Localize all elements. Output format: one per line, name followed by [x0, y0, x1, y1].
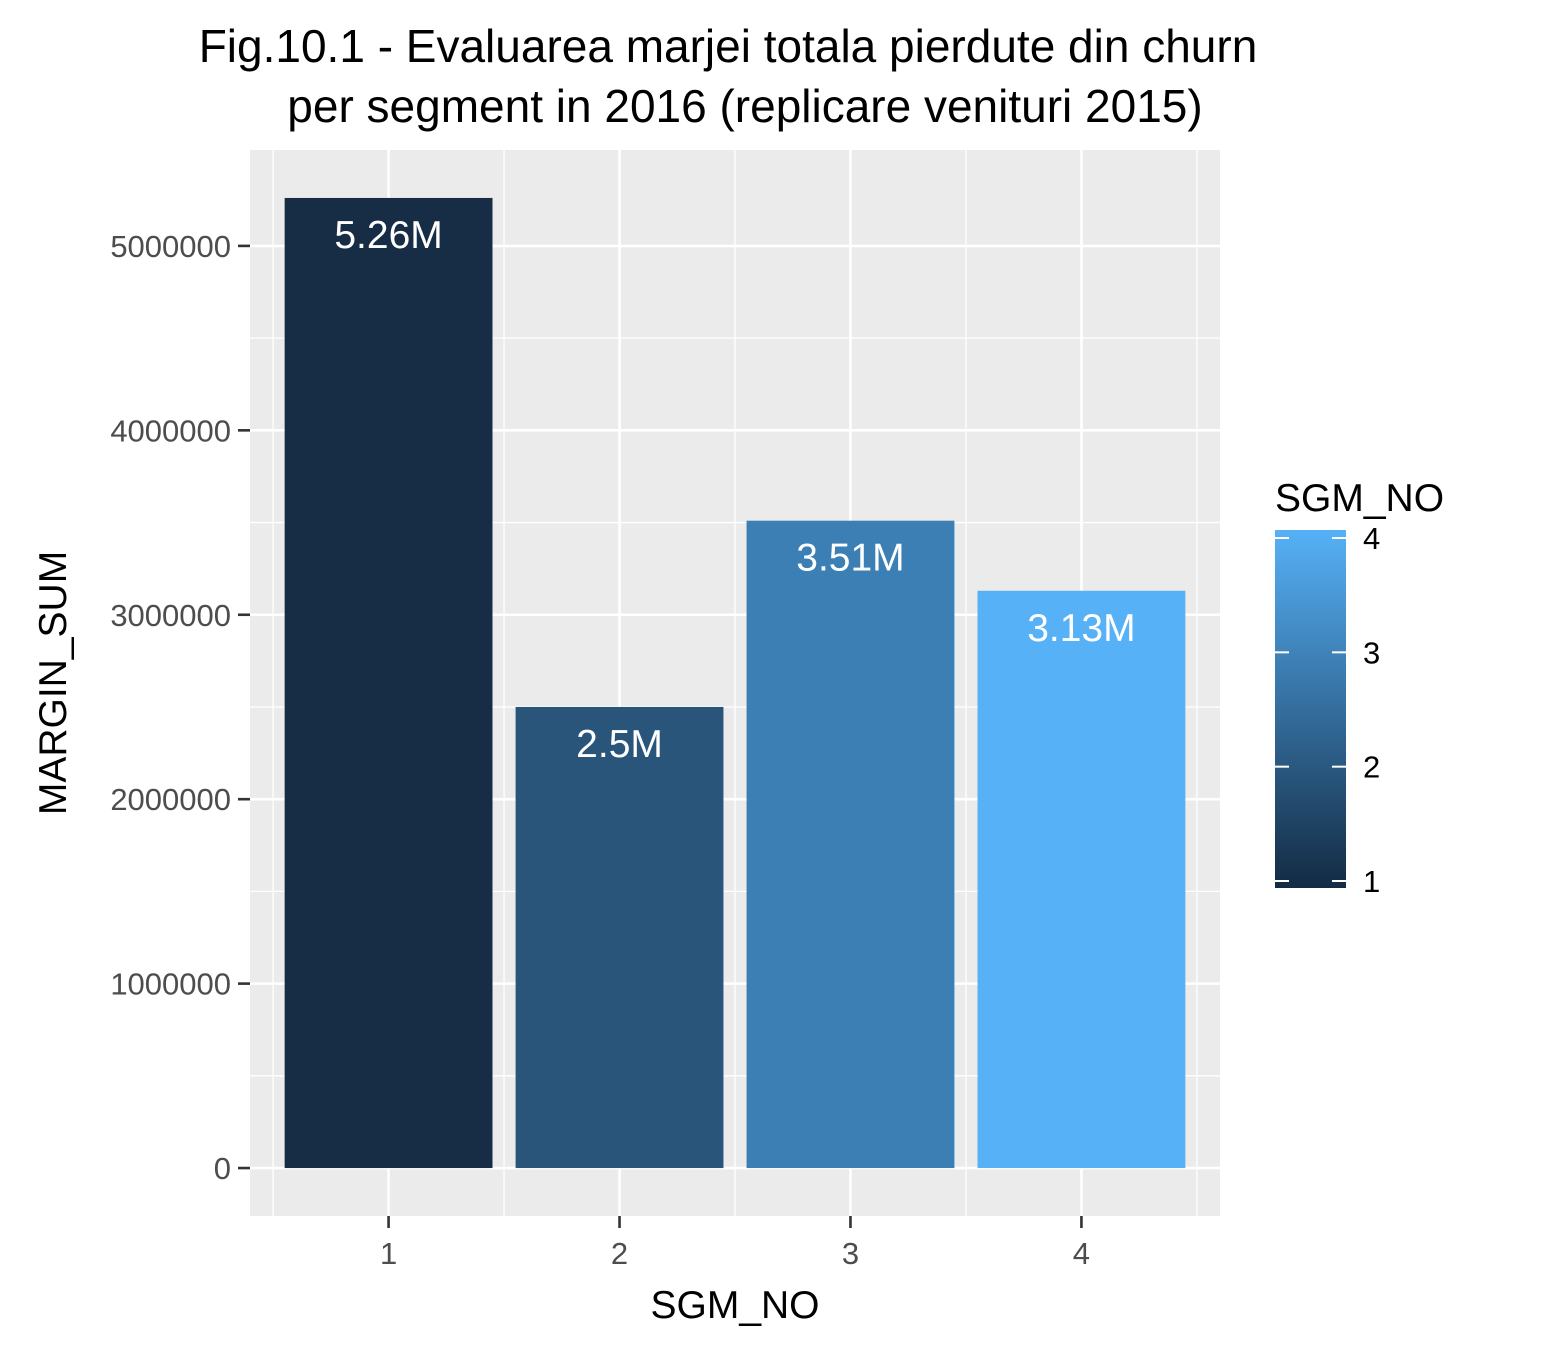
bar-label-2: 2.5M — [576, 723, 663, 766]
bar-segment-3 — [746, 520, 955, 1169]
bar-segment-2 — [515, 706, 724, 1169]
bar-label-4: 3.13M — [1027, 607, 1135, 650]
x-axis: 1 2 3 4 — [380, 1216, 1090, 1271]
y-tick-label: 4000000 — [110, 413, 231, 448]
color-legend: SGM_NO 1 2 3 4 — [1275, 477, 1444, 899]
legend-title: SGM_NO — [1275, 477, 1444, 520]
legend-tick-label: 3 — [1363, 635, 1380, 670]
y-axis-title: MARGIN_SUM — [32, 551, 75, 815]
legend-tick-label: 2 — [1363, 750, 1380, 785]
chart-title-line-1: Fig.10.1 - Evaluarea marjei totala pierd… — [199, 20, 1258, 72]
y-tick-label: 3000000 — [110, 598, 231, 633]
x-tick-label: 2 — [611, 1236, 628, 1271]
legend-tick-label: 4 — [1363, 521, 1380, 556]
x-axis-title: SGM_NO — [650, 1284, 819, 1327]
bar-segment-1 — [284, 197, 493, 1169]
bar-segment-4 — [977, 590, 1186, 1169]
bar-labels-layer: 5.26M 2.5M 3.51M 3.13M — [334, 214, 1135, 766]
y-tick-label: 0 — [214, 1151, 231, 1186]
bar-label-1: 5.26M — [334, 214, 442, 257]
bar-label-3: 3.51M — [796, 537, 904, 580]
legend-colorbar — [1275, 530, 1346, 888]
bars-layer — [284, 197, 1186, 1169]
legend-tick-label: 1 — [1363, 864, 1380, 899]
x-tick-label: 4 — [1073, 1236, 1090, 1271]
x-tick-label: 3 — [842, 1236, 859, 1271]
y-tick-label: 2000000 — [110, 782, 231, 817]
x-tick-label: 1 — [380, 1236, 397, 1271]
chart-title-line-2: per segment in 2016 (replicare venituri … — [287, 80, 1202, 132]
y-axis: 0 1000000 2000000 3000000 4000000 5000000 — [110, 229, 250, 1186]
legend-ticks: 1 2 3 4 — [1275, 521, 1380, 899]
y-tick-label: 1000000 — [110, 967, 231, 1002]
y-tick-label: 5000000 — [110, 229, 231, 264]
